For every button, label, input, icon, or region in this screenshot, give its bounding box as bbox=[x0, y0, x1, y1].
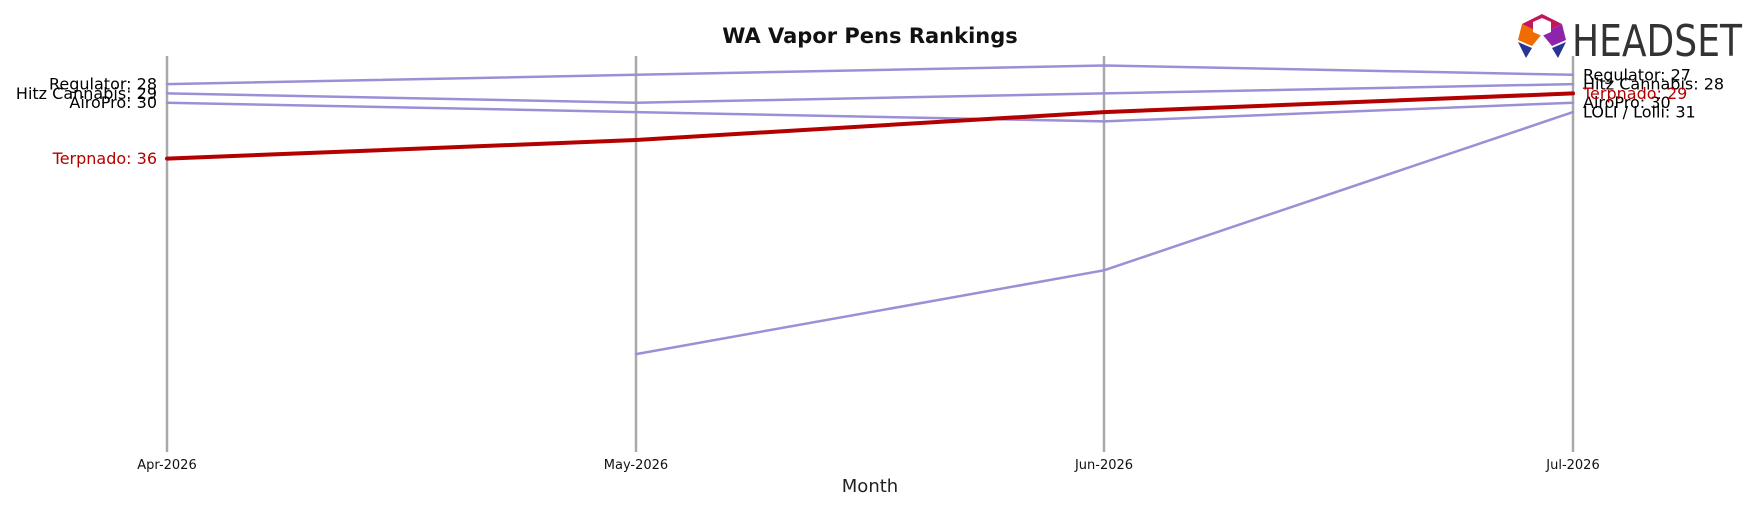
chart-title: WA Vapor Pens Rankings bbox=[722, 24, 1018, 48]
end-label-regulator: Regulator: 27 bbox=[1583, 65, 1691, 84]
headset-logo-icon bbox=[1518, 14, 1566, 58]
series-lines bbox=[165, 64, 1575, 356]
x-tick-jun-2026: Jun-2026 bbox=[1074, 458, 1133, 473]
headset-logo-text: HEADSET bbox=[1572, 16, 1742, 67]
start-label-regulator: Regulator: 28 bbox=[49, 75, 157, 94]
series-line-terpnado bbox=[165, 91, 1575, 161]
month-gridlines bbox=[165, 56, 1575, 452]
x-tick-labels: Apr-2026 May-2026 Jun-2026 Jul-2026 bbox=[137, 458, 1599, 473]
x-tick-apr-2026: Apr-2026 bbox=[137, 458, 196, 473]
series-line-hitz-cannabis bbox=[165, 82, 1575, 104]
end-label-loli-lolli: LOLI / Lolli: 31 bbox=[1583, 103, 1696, 122]
start-label-terpnado: Terpnado: 36 bbox=[52, 149, 157, 168]
headset-logo: HEADSET bbox=[1518, 14, 1742, 67]
series-line-regulator bbox=[165, 64, 1575, 86]
end-label-hitz-cannabis: Hitz Cannabis: 28 bbox=[1583, 75, 1724, 94]
end-label-terpnado: Terpnado: 29 bbox=[1582, 84, 1687, 103]
series-line-airopro bbox=[165, 101, 1575, 123]
start-label-airopro: AiroPro: 30 bbox=[69, 93, 157, 112]
start-label-hitz-cannabis: Hitz Cannabis: 29 bbox=[16, 84, 157, 103]
x-tick-may-2026: May-2026 bbox=[604, 458, 668, 473]
series-line-loli-lolli bbox=[634, 110, 1575, 356]
x-axis-label: Month bbox=[842, 476, 898, 497]
end-label-airopro: AiroPro: 30 bbox=[1583, 93, 1671, 112]
x-tick-jul-2026: Jul-2026 bbox=[1545, 458, 1599, 473]
